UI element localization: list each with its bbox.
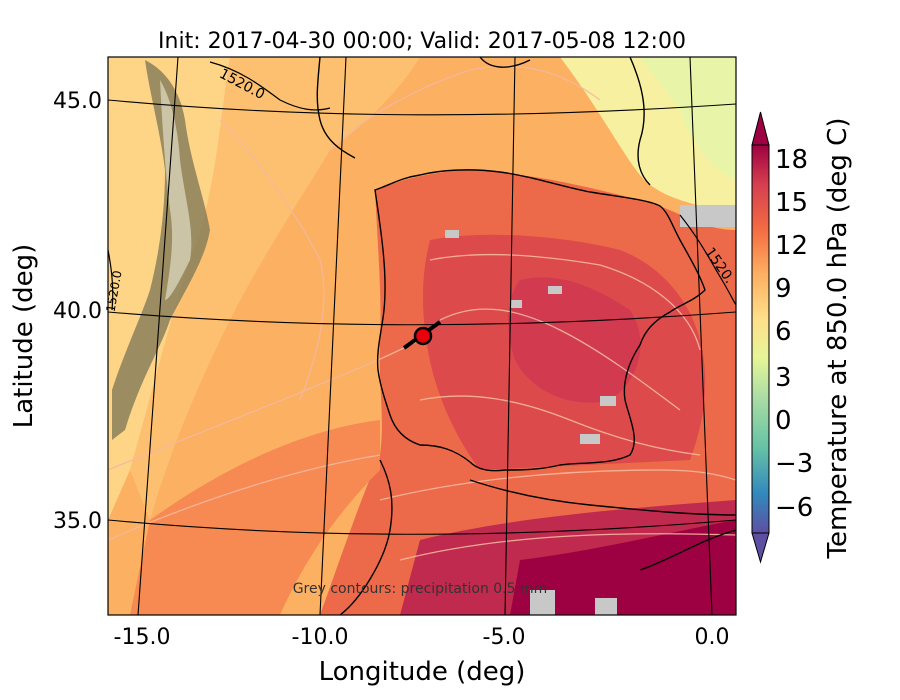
colorbar-label: Temperature at 850.0 hPa (deg C) [823,118,853,560]
latitude-line-35 [108,519,736,535]
colorbar-extend-top [751,111,770,146]
colorbar-tick-label: −3 [775,449,813,479]
africa-hot-region [510,520,736,615]
precipitation-patches [445,205,736,615]
x-tick-label: -15.0 [114,625,171,650]
latitude-line-40 [108,311,736,326]
temperature-contours [108,65,736,561]
colorbar-tick-label: −6 [775,493,813,523]
station-marker [402,320,442,350]
longitude-line-0 [689,57,713,615]
colorbar-tick-label: 0 [775,406,792,436]
latitude-line-45 [108,99,736,116]
y-tick-label: 40.0 [53,299,102,324]
colorbar-tick-label: 6 [775,317,792,347]
terrain-relief-light [160,80,192,300]
y-axis-ticks: 45.0 40.0 35.0 [53,89,102,534]
colorbar-tick-label: 15 [775,188,808,218]
y-axis-label: Latitude (deg) [9,244,39,429]
x-axis-label: Longitude (deg) [319,657,526,687]
y-tick-label: 35.0 [53,509,102,534]
geopotential-contours [108,61,736,311]
interior-hot-patches [508,277,641,403]
colorbar-frame [751,144,770,534]
atlantic-south-warm [130,420,380,615]
mid-ocean-region [130,57,420,520]
x-tick-label: -5.0 [483,625,526,650]
x-tick-label: 0.0 [695,625,730,650]
colorbar-tick-label: 9 [775,274,792,304]
map-title: Init: 2017-04-30 00:00; Valid: 2017-05-0… [158,29,686,54]
x-axis-ticks: -15.0 -10.0 -5.0 0.0 [114,625,730,650]
precipitation-annotation: Grey contours: precipitation 0.5 mm [293,581,548,597]
colorbar-tick-label: 18 [775,145,808,175]
terrain-relief [112,60,210,440]
longitude-line-5 [504,57,516,615]
colorbar: 18 15 12 9 6 3 0 −3 −6 Temperature at 85… [751,111,853,564]
longitude-line-15 [137,57,179,615]
colorbar-tick-label: 3 [775,363,792,393]
colorbar-extend-bottom [751,532,770,564]
map-area [108,57,736,615]
graticule [108,57,736,615]
x-tick-label: -10.0 [292,625,349,650]
colorbar-ticks: 18 15 12 9 6 3 0 −3 −6 [775,145,813,523]
y-tick-label: 45.0 [53,89,102,114]
map-frame [107,56,737,616]
colorbar-gradient [752,145,769,533]
colorbar-tick-label: 12 [775,231,808,261]
north-cool-region-2 [640,57,736,180]
longitude-line-10 [319,57,347,615]
